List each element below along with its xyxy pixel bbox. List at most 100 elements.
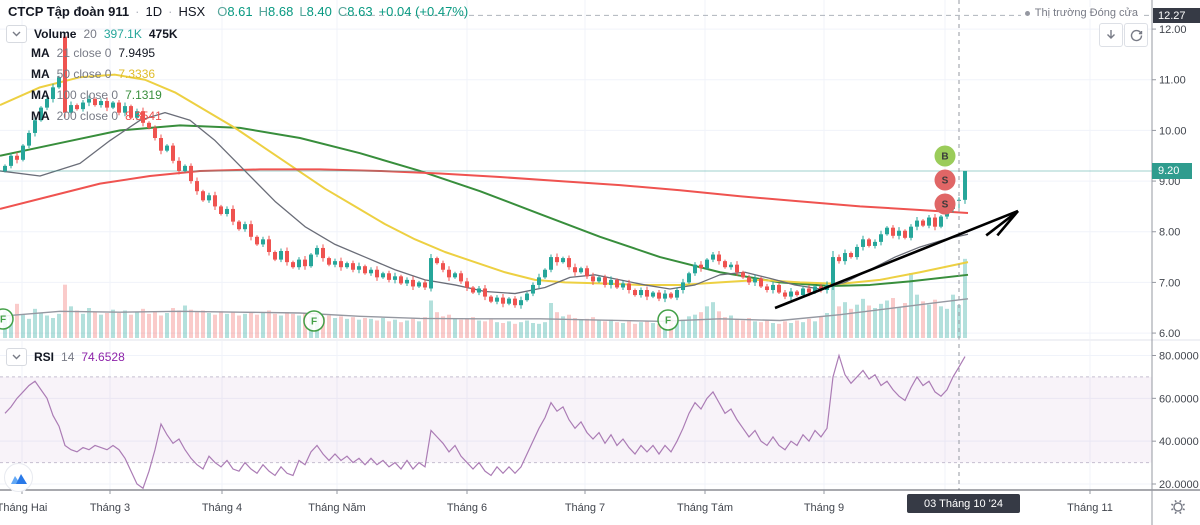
change-value: +0.04 (+0.47%) [378, 4, 469, 19]
rsi-legend-row: RSI 14 74.6528 [6, 348, 125, 366]
svg-text:80.0000: 80.0000 [1159, 351, 1199, 363]
rsi-collapse-button[interactable] [6, 348, 27, 366]
ma-legend-row[interactable]: MA 21 close 0 7.9495 [31, 46, 155, 60]
symbol-name[interactable]: CTCP Tập đoàn 911 [8, 4, 130, 19]
market-status-dot [1024, 10, 1030, 16]
ma200-line [0, 168, 969, 214]
svg-text:8.00: 8.00 [1159, 227, 1180, 239]
ma-value: 7.9495 [118, 46, 156, 60]
svg-text:6.00: 6.00 [1159, 328, 1180, 340]
ma-value: 7.3336 [118, 67, 156, 81]
reset-chart-button[interactable] [1124, 23, 1148, 47]
svg-text:Tháng 3: Tháng 3 [90, 502, 130, 514]
ma-param: 21 close 0 [56, 46, 112, 60]
ohlc-value: 8.63 [347, 4, 373, 19]
svg-text:F: F [665, 316, 671, 327]
svg-text:Tháng 11: Tháng 11 [1067, 502, 1113, 514]
restore-circle-icon [1130, 29, 1142, 41]
last-price-badge: 9.20 [1152, 163, 1192, 179]
ma-value: 8.3541 [125, 109, 162, 123]
symbol-header: CTCP Tập đoàn 911 · 1D · HSX O8.61 H8.68 L… [8, 4, 468, 19]
svg-text:20.0000: 20.0000 [1159, 479, 1199, 491]
mountains-icon [10, 473, 27, 484]
ohlc-value: 8.40 [306, 4, 332, 19]
ohlc-key: C [337, 4, 348, 19]
ma50-line [0, 73, 969, 286]
rsi-axis[interactable]: 80.0000 60.0000 40.0000 20.0000 [1152, 351, 1199, 492]
svg-text:Tháng 9: Tháng 9 [804, 502, 844, 514]
ohlc-values: O8.61 H8.68 L8.40 C8.63 [211, 4, 372, 19]
svg-text:Tháng Hai: Tháng Hai [0, 502, 47, 514]
svg-text:40.0000: 40.0000 [1159, 436, 1199, 448]
rsi-value: 74.6528 [81, 350, 125, 364]
ohlc-key: H [258, 4, 269, 19]
upper-price-badge: 12.27 [1153, 8, 1200, 23]
ohlc-value: 8.61 [227, 4, 253, 19]
svg-text:11.00: 11.00 [1159, 75, 1186, 87]
svg-text:9.00: 9.00 [1159, 176, 1180, 188]
chevron-down-icon [12, 354, 21, 360]
ma100-line [0, 124, 969, 287]
price-axis[interactable]: 12.00 11.00 10.00 9.00 8.00 7.00 6.00 [1152, 24, 1187, 340]
chevron-down-icon [12, 31, 21, 37]
rsi-line [4, 353, 966, 490]
rsi-param: 14 [61, 350, 75, 364]
svg-text:Tháng 4: Tháng 4 [202, 502, 242, 514]
ohlc-key: O [217, 4, 228, 19]
header-separator: · [135, 4, 140, 19]
volume-ma-line [0, 298, 969, 323]
ma-label: MA [31, 46, 50, 60]
market-status-text: Thị trường Đóng cửa [1034, 7, 1138, 19]
svg-text:12.00: 12.00 [1159, 24, 1187, 36]
trend-arrow-drawing[interactable] [774, 209, 1019, 310]
grid-lines [0, 0, 1152, 490]
signal-markers[interactable]: B S S [934, 145, 956, 215]
svg-text:B: B [941, 152, 948, 163]
svg-text:Tháng Tám: Tháng Tám [677, 502, 733, 514]
pane-logo-icon[interactable] [4, 463, 33, 492]
svg-text:7.00: 7.00 [1159, 277, 1180, 289]
volume-ma-value: 475K [148, 27, 178, 41]
ma-legend-row[interactable]: MA 200 close 0 8.3541 [31, 109, 162, 123]
volume-label: Volume [34, 27, 77, 41]
svg-text:S: S [942, 176, 949, 187]
header-separator: · [168, 4, 173, 19]
scroll-to-recent-button[interactable] [1099, 23, 1123, 47]
interval-label[interactable]: 1D [145, 4, 163, 19]
ma-label: MA [31, 109, 50, 123]
crosshair-date-badge: 03 Tháng 10 '24 [907, 494, 1020, 513]
svg-text:F: F [311, 317, 317, 328]
svg-text:F: F [0, 315, 6, 326]
ma-legend-row[interactable]: MA 50 close 0 7.3336 [31, 67, 155, 81]
ohlc-value: 8.68 [268, 4, 294, 19]
svg-text:60.0000: 60.0000 [1159, 393, 1199, 405]
ma-param: 100 close 0 [56, 88, 119, 102]
svg-text:Tháng 7: Tháng 7 [565, 502, 605, 514]
rsi-band [0, 376, 1152, 464]
time-axis[interactable]: Tháng Hai Tháng 3 Tháng 4 Tháng Năm Tháng 6 T… [0, 490, 1113, 514]
market-status: Thị trường Đóng cửa [1020, 7, 1142, 19]
svg-text:Tháng 6: Tháng 6 [447, 502, 487, 514]
ma-label: MA [31, 88, 50, 102]
exchange-label: HSX [178, 4, 206, 19]
rsi-label: RSI [34, 350, 55, 364]
axis-settings-gear-icon[interactable] [1171, 500, 1185, 514]
volume-legend-row: Volume 20 397.1K 475K [6, 25, 178, 43]
svg-text:S: S [942, 200, 949, 211]
volume-value: 397.1K [103, 27, 142, 41]
candlestick-series [3, 34, 967, 309]
ma-label: MA [31, 67, 50, 81]
ma-value: 7.1319 [125, 88, 162, 102]
arrow-down-icon [1107, 30, 1115, 39]
ma-legend-row[interactable]: MA 100 close 0 7.1319 [31, 88, 162, 102]
volume-collapse-button[interactable] [6, 25, 27, 43]
ma-param: 200 close 0 [56, 109, 119, 123]
ohlc-key: L [299, 4, 307, 19]
svg-text:10.00: 10.00 [1159, 125, 1187, 137]
ma-param: 50 close 0 [56, 67, 112, 81]
svg-text:Tháng Năm: Tháng Năm [308, 502, 365, 514]
